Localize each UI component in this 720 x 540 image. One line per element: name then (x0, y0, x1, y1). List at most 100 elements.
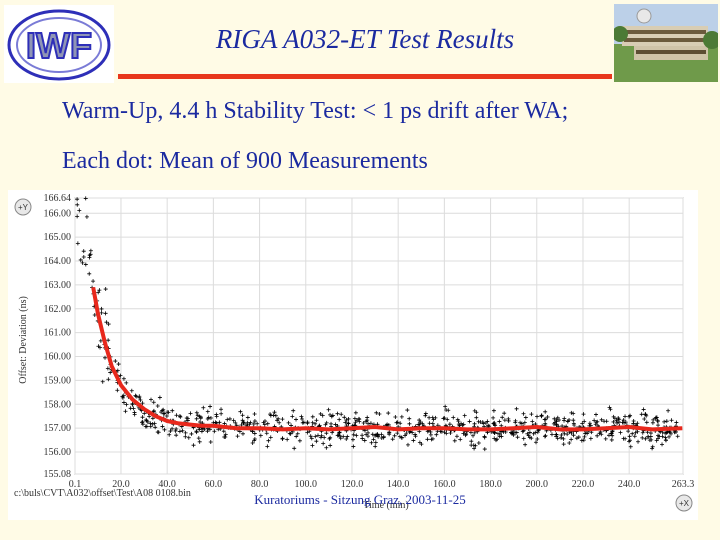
data-point (96, 290, 101, 295)
data-point (460, 423, 465, 428)
data-point (132, 412, 137, 417)
bullet-warmup: Warm-Up, 4.4 h Stability Test: < 1 ps dr… (62, 98, 569, 124)
data-point (223, 435, 228, 440)
data-point (454, 434, 459, 439)
data-point (81, 249, 86, 254)
data-point (562, 431, 567, 436)
data-point (219, 411, 224, 416)
file-path-label: c:\buls\CVT\A032\offset\Test\A08 0108.bi… (14, 488, 191, 499)
data-point (565, 419, 570, 424)
data-point (425, 437, 430, 442)
data-point (427, 415, 432, 420)
data-point (338, 436, 343, 441)
data-point (627, 434, 632, 439)
data-point (609, 431, 614, 436)
data-point (131, 406, 136, 411)
data-point (252, 412, 257, 417)
data-point (231, 418, 236, 423)
data-point (285, 437, 290, 442)
data-point (668, 431, 673, 436)
x-axis-marker-badge (675, 494, 693, 512)
data-point (113, 359, 118, 364)
data-point (476, 419, 481, 424)
data-point (654, 415, 659, 420)
chart-svg: 166.64 166.00 165.00 164.00 163.00 162.00 161.… (14, 193, 694, 512)
data-point (469, 439, 474, 444)
x-tick-label: 180.0 (479, 479, 502, 490)
data-point (148, 421, 153, 426)
data-point (529, 436, 534, 441)
data-point (344, 418, 349, 423)
x-tick-label: 100.0 (295, 479, 318, 490)
data-point (124, 402, 129, 407)
slide-title: RIGA A032-ET Test Results (215, 24, 515, 54)
data-point (194, 429, 199, 434)
data-point (500, 415, 505, 420)
data-point (333, 422, 338, 427)
data-point (142, 411, 147, 416)
data-point (492, 420, 497, 425)
data-point (98, 345, 103, 350)
data-point (91, 279, 96, 284)
data-point (397, 434, 402, 439)
data-point (555, 415, 560, 420)
data-point (609, 437, 614, 442)
data-point (144, 417, 149, 422)
data-point (594, 412, 599, 417)
data-point (177, 429, 182, 434)
building-photo-graphic (614, 4, 718, 82)
data-point (198, 420, 203, 425)
data-point (561, 436, 566, 441)
data-point (576, 435, 581, 440)
data-point (615, 421, 620, 426)
data-point (105, 366, 110, 371)
data-point (98, 338, 103, 343)
data-point (205, 409, 210, 414)
data-point (535, 437, 540, 441)
data-point (240, 413, 245, 418)
y-axis-marker: +Y (18, 203, 29, 212)
data-point (641, 407, 646, 412)
data-point (288, 431, 293, 436)
data-point (315, 433, 320, 438)
data-point (533, 440, 538, 445)
data-point (300, 417, 305, 422)
data-point (458, 437, 463, 442)
data-point (144, 418, 149, 423)
data-point (205, 429, 210, 434)
data-point (491, 408, 496, 413)
trend-line (91, 286, 683, 432)
data-point (157, 395, 162, 400)
data-point (360, 436, 365, 441)
data-point (335, 411, 340, 416)
data-point (219, 407, 224, 412)
data-point (265, 444, 270, 449)
data-point (97, 288, 102, 293)
y-tick-label: 156.00 (44, 447, 72, 458)
data-point (571, 418, 576, 423)
data-point (324, 431, 329, 436)
data-point (376, 434, 381, 439)
data-point (77, 208, 82, 213)
data-point (159, 410, 164, 415)
data-point (115, 388, 120, 393)
data-point (621, 418, 626, 423)
data-point (81, 255, 86, 260)
data-point (217, 420, 222, 425)
data-point (602, 419, 607, 424)
y-tick-label: 160.00 (44, 352, 72, 363)
data-point (399, 435, 404, 440)
data-point (351, 432, 356, 437)
data-point (597, 431, 602, 436)
data-point (502, 411, 507, 416)
data-point (561, 442, 566, 447)
data-point (398, 421, 403, 426)
data-point (207, 427, 212, 432)
data-point (427, 421, 432, 426)
data-point (245, 415, 250, 420)
data-point (518, 420, 523, 425)
data-point (667, 434, 672, 439)
data-point (462, 413, 467, 418)
data-point (170, 408, 175, 413)
data-point (183, 430, 188, 435)
